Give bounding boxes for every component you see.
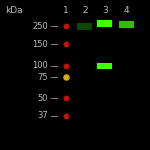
Bar (77, 23, 92, 30)
Point (65, 97, 67, 99)
Point (65, 76, 67, 78)
Text: 4: 4 (124, 6, 130, 15)
Text: 100: 100 (32, 61, 48, 70)
Text: 75: 75 (37, 73, 48, 82)
Text: 1: 1 (63, 6, 69, 15)
Text: 50: 50 (38, 94, 48, 103)
Bar (98, 63, 112, 69)
Point (65, 25, 67, 27)
Point (65, 65, 67, 67)
Bar (119, 21, 134, 28)
Text: 2: 2 (82, 6, 88, 15)
Bar (98, 20, 112, 27)
Text: 250: 250 (32, 22, 48, 31)
Text: 150: 150 (32, 40, 48, 49)
Text: kDa: kDa (5, 6, 22, 15)
Point (65, 114, 67, 117)
Text: 3: 3 (102, 6, 108, 15)
Point (65, 43, 67, 45)
Text: 37: 37 (37, 111, 48, 120)
